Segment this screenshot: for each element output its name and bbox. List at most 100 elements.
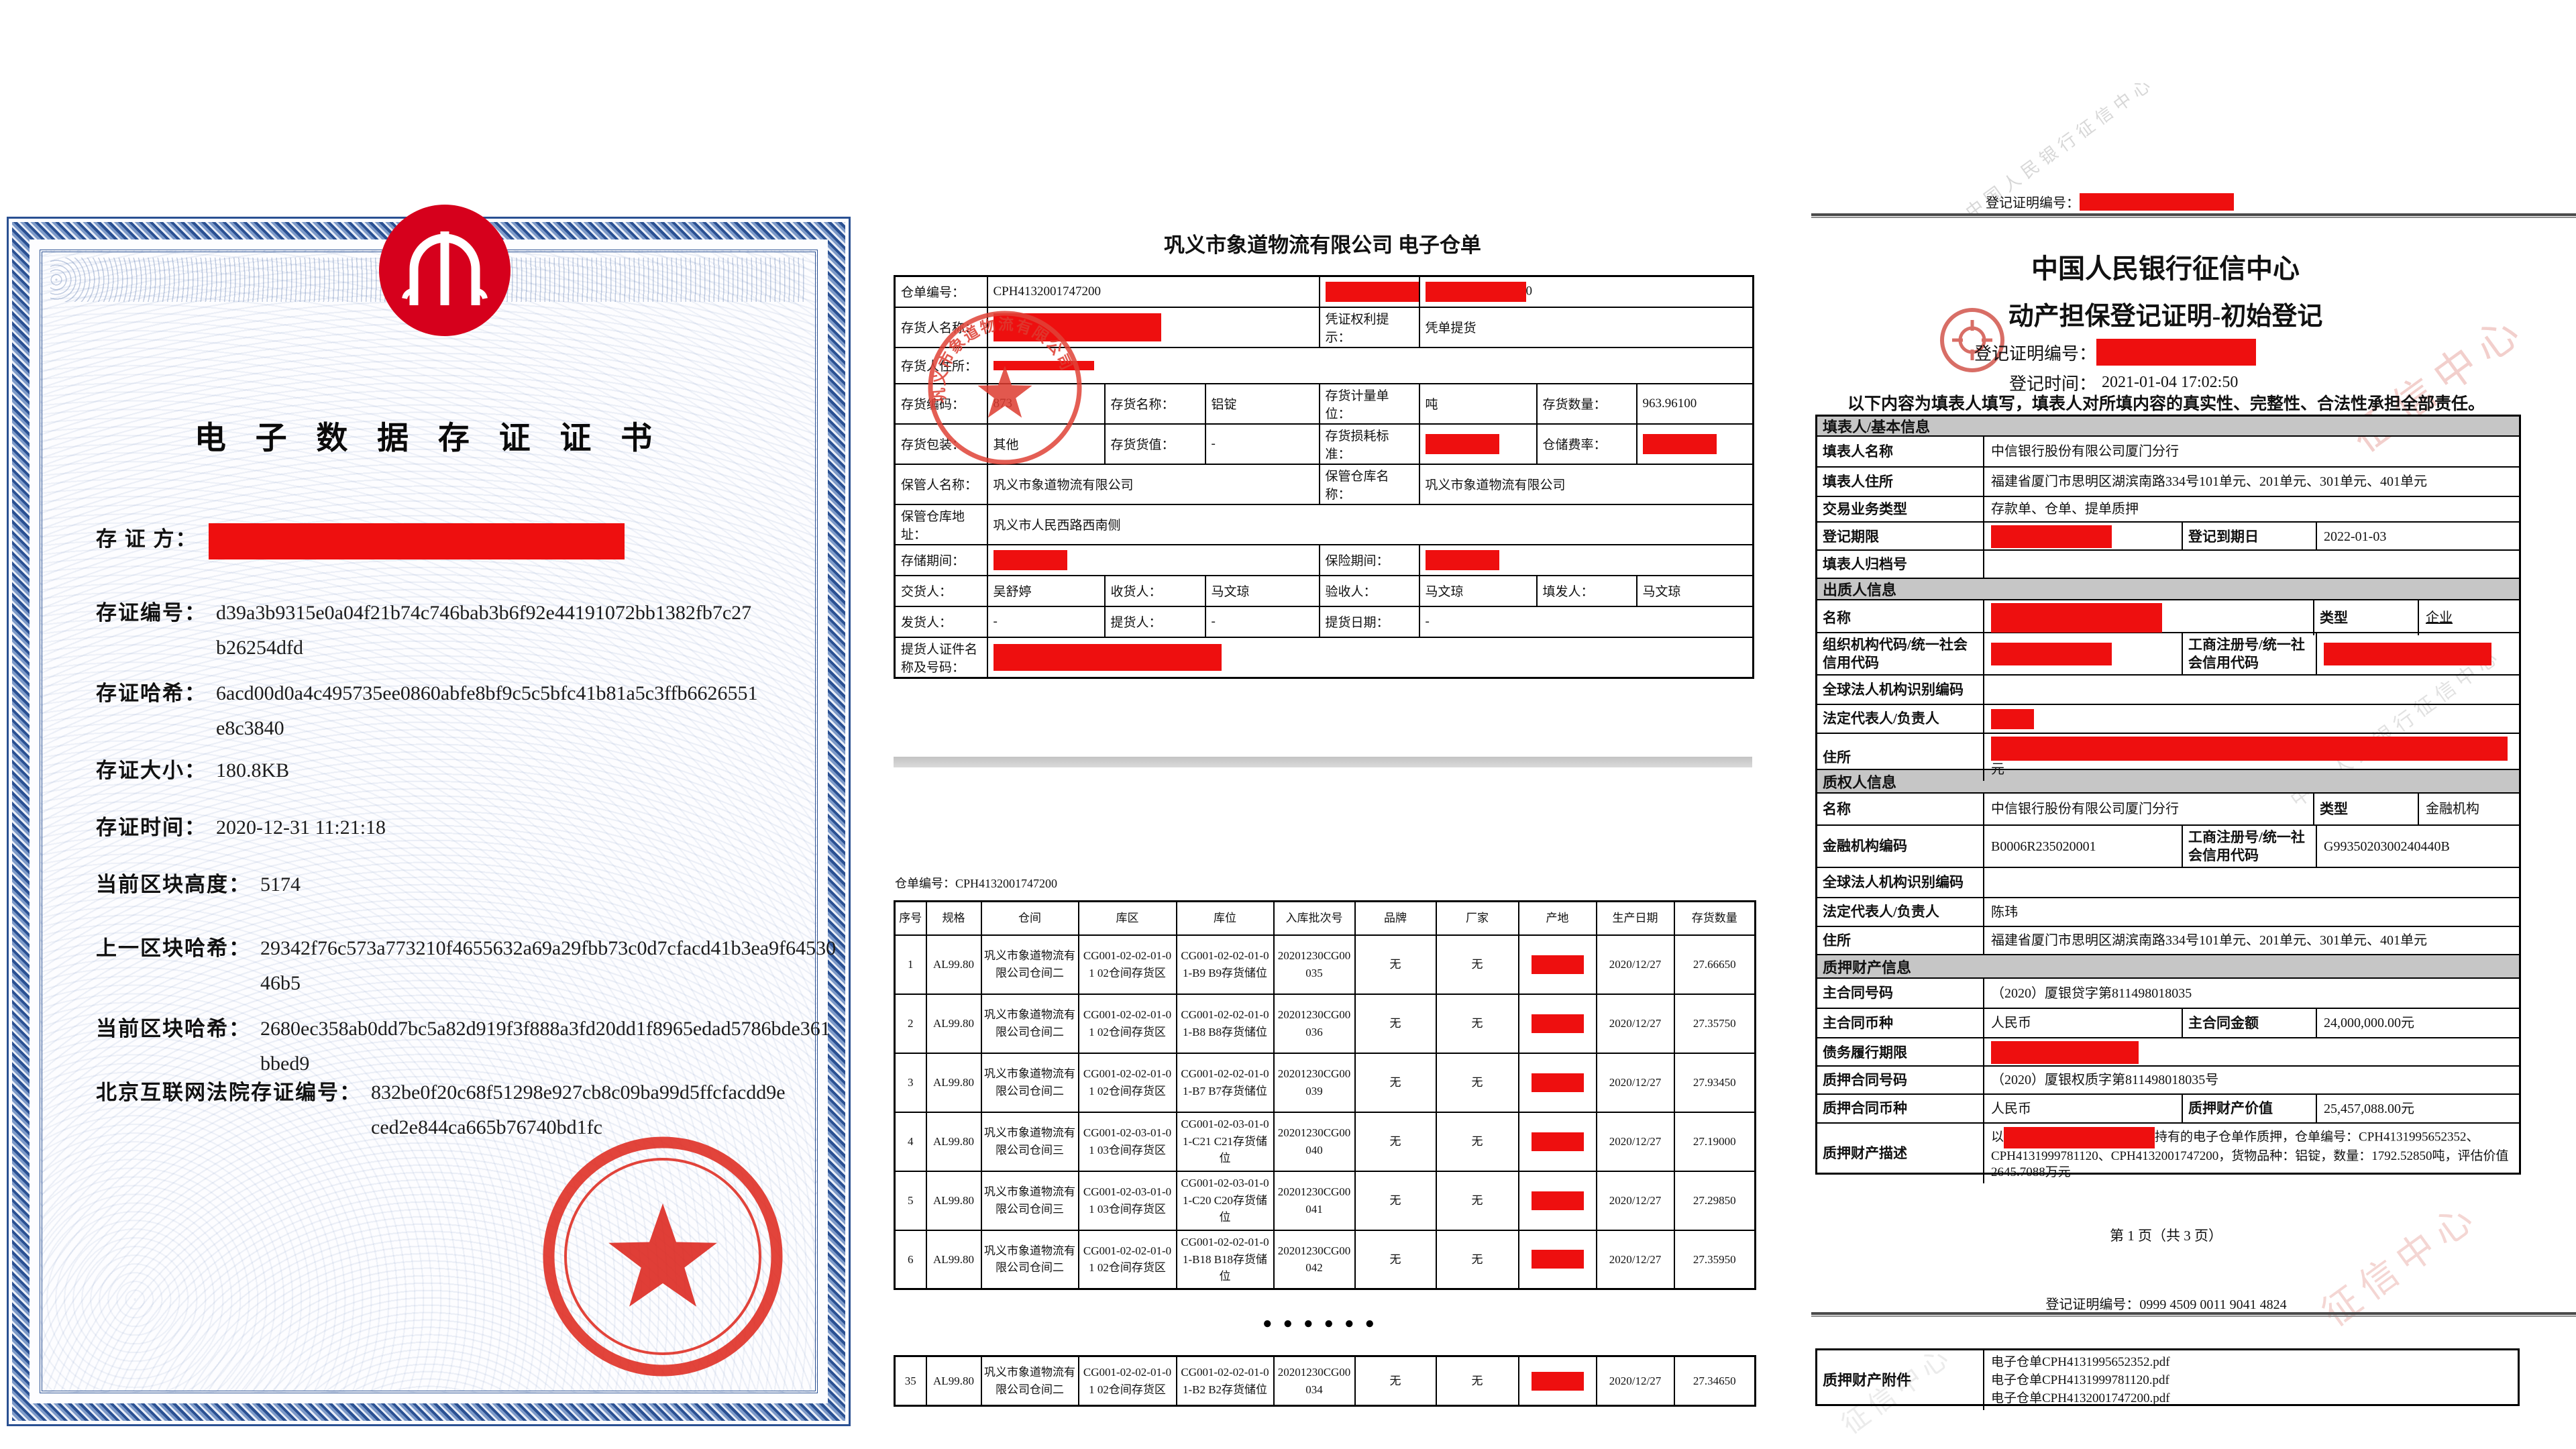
cell-redacted [1517,1170,1597,1231]
field-label: 当前区块高度： [96,873,251,896]
cell-value: CG001-02-02-01-01-B2 B2存货储位 [1175,1355,1275,1407]
cell-value: 27.66650 [1673,934,1756,995]
field-value: 832be0f20c68f51298e927cb8c09ba99d5ffcfac… [371,1081,786,1138]
form-row: 填表人名称 中信银行股份有限公司厦门分行 [1817,437,2519,468]
form-label: 交易业务类型 [1817,497,1984,521]
form-value: 25,457,088.00元 [2324,1101,2414,1116]
form-label: 名称 [1817,794,1984,824]
form-row: 填表人住所 福建省厦门市思明区湖滨南路334号101单元、201单元、301单元、… [1817,468,2519,497]
certificate-guilloche-border [12,222,845,1421]
form-row: 登记期限 登记到期日 2022-01-03 [1817,523,2519,551]
cell-value: AL99.80 [925,1170,982,1231]
field-label: 存 证 方： [96,527,198,551]
table-row: 存货人住所： [894,346,1754,384]
cell-value: 4 [894,1111,927,1172]
form-value: （2020）厦银权质字第811498018035号 [1991,1073,2219,1087]
cell-value: 5 [894,1170,927,1231]
cell-value: AL99.80 [925,1355,982,1407]
column-header: 入库批次号 [1273,900,1356,936]
attachment-label: 质押财产附件 [1817,1350,1984,1410]
cell-value: CG001-02-03-01-01 03仓间存货区 [1077,1170,1177,1231]
redaction-bar [2096,339,2256,366]
cell-redacted [1517,1355,1597,1407]
cell-value: 马文琼 [1635,574,1754,607]
inventory-row-35-table: 35 AL99.80 巩义市象道物流有限公司仓间二 CG001-02-02-01-01… [894,1355,1756,1407]
cell-value: 巩义市象道物流有限公司仓间二 [980,934,1079,995]
cell-value: 无 [1354,1052,1437,1113]
form-label: 填表人名称 [1817,437,1984,466]
form-row: 名称 中信银行股份有限公司厦门分行 类型 金融机构 [1817,794,2519,826]
cell-value: 2 [894,993,927,1054]
form-value [1984,633,2183,674]
cell-value: CG001-02-02-01-01-B8 B8存货储位 [1175,993,1275,1054]
registration-form-table: 填表人/基本信息 填表人名称 中信银行股份有限公司厦门分行 填表人住所 福建省厦门市思明… [1815,415,2521,1183]
detail-row: 3 AL99.80 巩义市象道物流有限公司仓间二 CG001-02-02-01-01 … [894,1052,1756,1113]
redaction-bar [993,361,1094,371]
redaction-bar [1531,1132,1584,1151]
cell-value: 无 [1354,1355,1437,1407]
cell-redacted [1517,1111,1597,1172]
section-header: 填表人/基本信息 [1817,417,2519,437]
form-value: 元 [1984,734,2519,781]
cell-value: 马文琼 [1204,574,1320,607]
cell-value: 巩义市象道物流有限公司仓间二 [980,993,1079,1054]
column-header: 存货数量 [1673,900,1756,936]
cell-value: 2020/12/27 [1595,1111,1675,1172]
cell-label: 存货人名称： [894,306,988,348]
detail-receipt-no: 仓单编号：CPH4132001747200 [895,877,1058,890]
cell-value: 巩义市象道物流有限公司仓间二 [980,1355,1079,1407]
form-row: 住所 福建省厦门市思明区湖滨南路334号101单元、201单元、301单元、401… [1817,927,2519,955]
cell-value: 铝锭 [1204,382,1320,425]
field-value: 6acd00d0a4c495735ee0860abfe8bf9c5c5bfc41… [216,682,758,739]
column-header: 规格 [925,900,982,936]
form-label: 类型 [2314,600,2419,635]
cell-label: 提货人证件名称及号码： [894,636,988,678]
form-value: 人民币 [1984,1009,2183,1037]
cell-label: 存货损耗标准： [1318,423,1420,465]
cell-value: 27.35750 [1673,993,1756,1054]
field-label: 存证大小： [96,759,207,782]
cell-value: 1 [894,934,927,995]
citic-emblem-icon [379,205,511,336]
form-value: 中信银行股份有限公司厦门分行 [1991,444,2179,459]
cell-value: 2020/12/27 [1595,993,1675,1054]
detail-row: 6 AL99.80 巩义市象道物流有限公司仓间二 CG001-02-02-01-01 … [894,1229,1756,1290]
column-header: 厂家 [1435,900,1519,936]
form-label: 主合同号码 [1817,979,1984,1008]
cell-redacted [1418,423,1538,465]
field-label: 上一区块哈希： [96,936,251,960]
cell-label: 存货数量： [1536,382,1638,425]
form-label: 全球法人机构识别编码 [1817,676,1984,704]
cell-value: 20201230CG00042 [1273,1229,1356,1290]
cell-value: 无 [1354,1170,1437,1231]
cell-value: 无 [1435,1111,1519,1172]
form-label: 质押合同币种 [1817,1095,1984,1122]
cell-value: 巩义市象道物流有限公司仓间二 [980,1229,1079,1290]
form-row: 质押合同币种 人民币 质押财产价值 25,457,088.00元 [1817,1095,2519,1124]
cell-redacted [1318,275,1420,308]
credit-center-seal-icon [1940,308,2004,372]
field-label: 北京互联网法院存证编号： [96,1081,362,1104]
form-label: 填表人住所 [1817,468,1984,496]
form-value: （2020）厦银贷字第811498018035 [1991,985,2192,1001]
table-row: 发货人： - 提货人： - 提货日期： - [894,605,1754,638]
field-label: 存证哈希： [96,682,207,705]
form-value: 中信银行股份有限公司厦门分行 [1984,794,2314,824]
cell-value: 27.29850 [1673,1170,1756,1231]
attachment-table: 质押财产附件 电子仓单CPH4131995652352.pdf 电子仓单CPH41… [1815,1348,2520,1410]
form-label: 住所 [1817,927,1984,954]
redaction-bar [1991,737,2508,761]
cell-value: 27.35950 [1673,1229,1756,1290]
table-row: 保管人名称： 巩义市象道物流有限公司 保管仓库名称： 巩义市象道物流有限公司 [894,463,1754,505]
redaction-bar [1531,1191,1584,1210]
cell-value: 无 [1354,1111,1437,1172]
redaction-bar [1531,1073,1584,1092]
redaction-bar [2080,193,2234,211]
form-value: 人民币 [1984,1095,2183,1122]
cell-redacted [986,306,1320,348]
cell-label: 交货人： [894,574,988,607]
receipt-title: 巩义市象道物流有限公司 电子仓单 [1164,233,1481,257]
column-header: 仓间 [980,900,1079,936]
inventory-detail-table: 序号 规格 仓间 库区 库位 入库批次号 品牌 厂家 产地 生产日期 存货数量 1 AL99.80 巩义市… [894,900,1756,1290]
